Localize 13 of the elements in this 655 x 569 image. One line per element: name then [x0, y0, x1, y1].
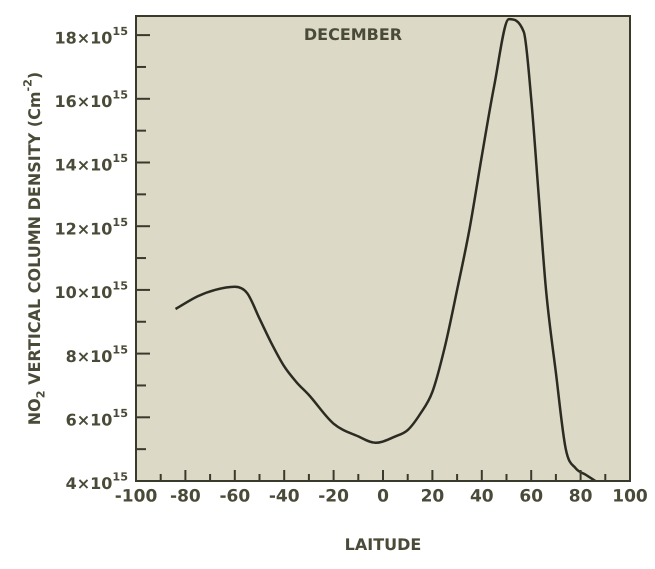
- x-tick-label: 40: [470, 486, 494, 506]
- x-tick-label: 80: [568, 486, 593, 506]
- x-tick-label: 100: [612, 486, 648, 506]
- x-tick-label: -20: [318, 486, 350, 506]
- x-tick-label: -40: [268, 486, 300, 506]
- y-axis-title: NO2 VERTICAL COLUMN DENSITY (Cm-2): [22, 72, 48, 426]
- x-tick-label: 60: [519, 486, 544, 506]
- x-tick-label: 0: [377, 486, 390, 506]
- x-tick-label: 20: [420, 486, 444, 506]
- x-tick-label: -80: [170, 486, 201, 506]
- x-axis-title: LAITUDE: [344, 535, 422, 554]
- x-tick-label: -60: [219, 486, 250, 506]
- text: DECEMBER: [304, 25, 402, 44]
